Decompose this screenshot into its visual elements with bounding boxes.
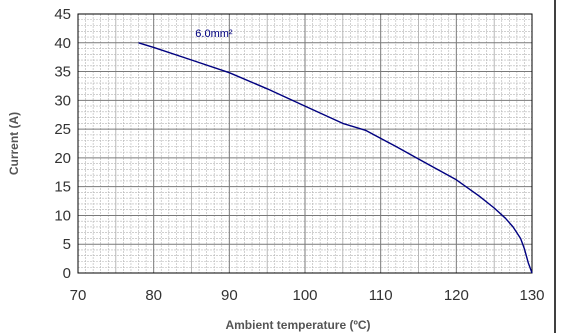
major-gridlines bbox=[78, 14, 532, 273]
y-tick-label: 10 bbox=[54, 207, 71, 224]
y-axis-tick-labels: 0 5 10 15 20 25 30 35 40 45 bbox=[54, 6, 71, 282]
series-annotation: 6.0mm² bbox=[195, 28, 233, 40]
series-line-0 bbox=[138, 42, 533, 274]
y-axis-title: Current (A) bbox=[7, 112, 21, 175]
y-tick-label: 0 bbox=[63, 265, 71, 282]
x-axis-title: Ambient temperature (ºC) bbox=[225, 318, 370, 332]
x-axis-tick-labels: 70 80 90 100 110 120 130 bbox=[70, 287, 545, 304]
x-tick-label: 100 bbox=[292, 287, 317, 304]
y-tick-label: 45 bbox=[54, 6, 71, 23]
plot-frame bbox=[77, 13, 533, 274]
x-tick-label: 90 bbox=[221, 287, 238, 304]
x-tick-label: 130 bbox=[519, 287, 544, 304]
series-layer bbox=[138, 42, 533, 274]
y-tick-label: 5 bbox=[63, 236, 71, 253]
y-tick-label: 40 bbox=[54, 35, 71, 52]
x-tick-label: 120 bbox=[444, 287, 469, 304]
y-tick-label: 35 bbox=[54, 64, 71, 81]
plot-border bbox=[77, 13, 533, 274]
y-tick-label: 20 bbox=[54, 150, 71, 167]
x-tick-label: 110 bbox=[369, 287, 393, 304]
y-tick-label: 30 bbox=[54, 92, 71, 109]
y-tick-label: 15 bbox=[54, 179, 71, 196]
x-tick-label: 80 bbox=[145, 287, 162, 304]
y-tick-label: 25 bbox=[54, 121, 71, 138]
x-tick-label: 70 bbox=[70, 287, 87, 304]
